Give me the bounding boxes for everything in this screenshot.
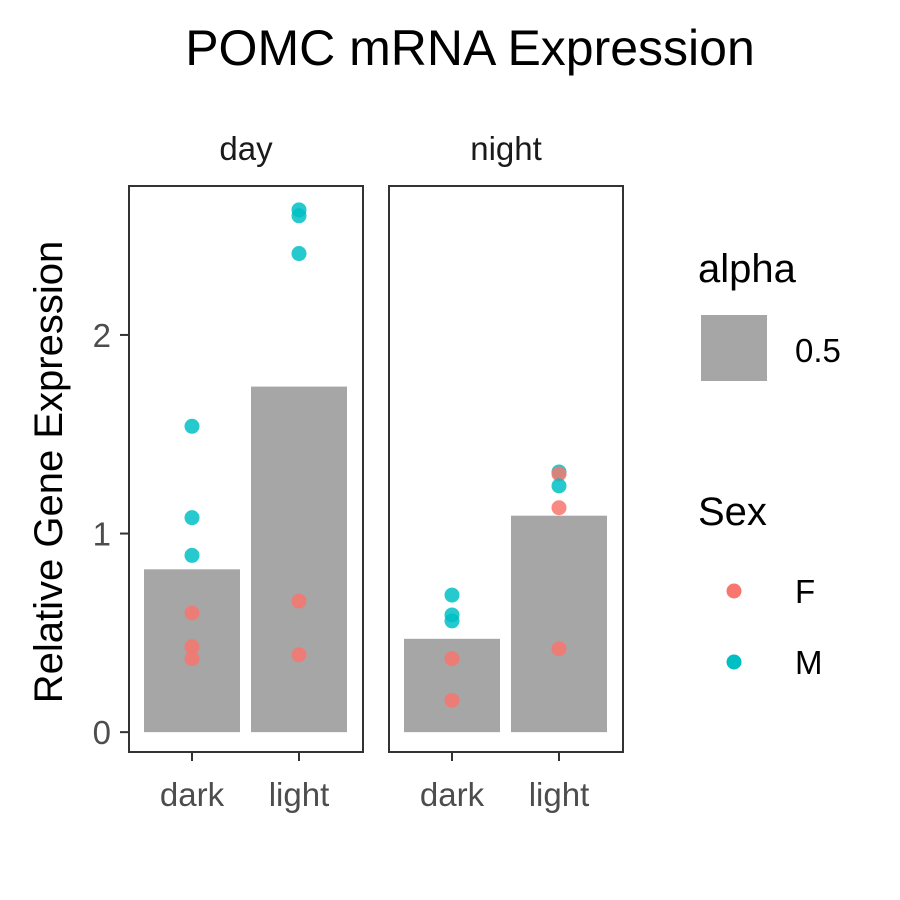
legend-label-f: F [795, 573, 815, 610]
legend-alpha-title: alpha [698, 247, 797, 291]
facet-label-night: night [470, 130, 542, 167]
x-tick-label-night-dark: dark [420, 776, 485, 813]
facet-panels: day dark light night dark light [128, 130, 624, 813]
point-day-dark-m-2 [184, 547, 200, 563]
point-night-dark-m-2 [444, 613, 460, 629]
legend: alpha 0.5 Sex F M [698, 247, 841, 681]
y-tick-label-0: 0 [93, 714, 111, 751]
legend-key-f [726, 583, 742, 599]
point-night-light-f-9 [551, 641, 567, 657]
point-day-dark-m-0 [184, 418, 200, 434]
legend-key-m [726, 654, 742, 670]
point-night-dark-m-0 [444, 587, 460, 603]
panel-border-night [388, 185, 624, 753]
bar-night-light [511, 515, 607, 733]
point-night-light-f-6 [551, 466, 567, 482]
panel-border-day [128, 185, 364, 753]
y-tick-label-2: 2 [93, 317, 111, 354]
point-day-dark-m-1 [184, 510, 200, 526]
point-day-light-m-7 [291, 208, 307, 224]
bar-day-light [251, 386, 347, 733]
y-tick-label-1: 1 [93, 516, 111, 553]
point-day-dark-f-5 [184, 651, 200, 667]
x-tick-label-day-dark: dark [160, 776, 225, 813]
legend-sex-title: Sex [698, 490, 767, 534]
y-axis-title: Relative Gene Expression [27, 241, 71, 703]
legend-label-m: M [795, 644, 823, 681]
legend-alpha-key [701, 315, 767, 381]
point-day-light-f-9 [291, 593, 307, 609]
facet-label-day: day [219, 130, 273, 167]
point-day-dark-f-3 [184, 605, 200, 621]
point-day-light-m-8 [291, 246, 307, 262]
point-night-dark-f-3 [444, 651, 460, 667]
y-axis: 0 1 2 [93, 317, 129, 751]
facet-panel-night: night dark light [388, 130, 624, 813]
point-day-light-f-10 [291, 647, 307, 663]
facet-panel-day: day dark light [128, 130, 364, 813]
point-night-light-m-7 [551, 478, 567, 494]
x-tick-label-day-light: light [269, 776, 330, 813]
chart-title: POMC mRNA Expression [185, 20, 755, 76]
legend-alpha-label: 0.5 [795, 332, 841, 369]
x-tick-label-night-light: light [529, 776, 590, 813]
point-night-light-f-8 [551, 500, 567, 516]
point-night-dark-f-4 [444, 692, 460, 708]
point-day-dark-f-4 [184, 639, 200, 655]
